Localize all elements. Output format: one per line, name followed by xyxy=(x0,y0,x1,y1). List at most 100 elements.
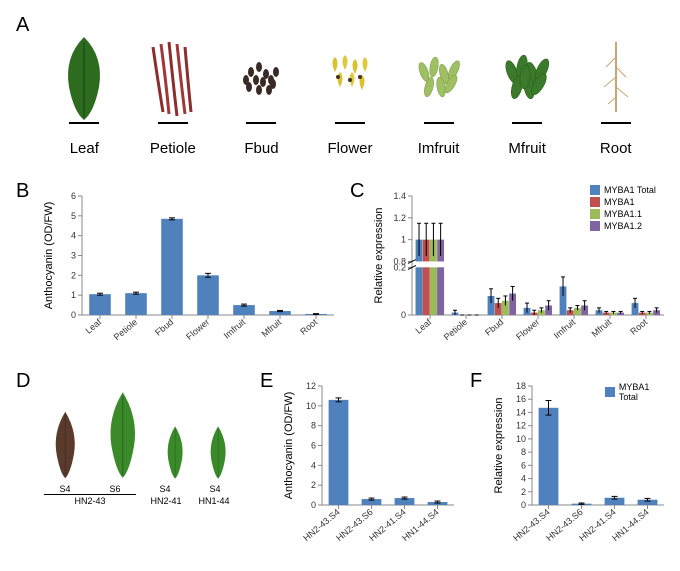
panel-b-chart: 0123456Anthocyanin (OD/FW)LeafPetioleFbu… xyxy=(40,190,340,365)
svg-text:10: 10 xyxy=(306,401,316,411)
svg-text:Anthocyanin (OD/FW): Anthocyanin (OD/FW) xyxy=(43,202,55,310)
tissue-leaf xyxy=(40,32,129,122)
tissue-label: Root xyxy=(571,140,660,157)
panel-f-chart: 024681012141618Relative expressionHN2-43… xyxy=(490,380,670,555)
svg-text:Fbud: Fbud xyxy=(483,317,505,338)
legend-swatch xyxy=(590,197,600,207)
tissue-imfruit xyxy=(394,32,483,122)
svg-text:0: 0 xyxy=(71,310,76,320)
legend-item: MYBA1 Total xyxy=(605,382,670,402)
tissue-petiole xyxy=(129,32,218,122)
svg-text:12: 12 xyxy=(516,421,526,431)
svg-text:Mfruit: Mfruit xyxy=(590,317,614,339)
svg-text:5: 5 xyxy=(71,211,76,221)
svg-text:Relative expression: Relative expression xyxy=(373,208,385,304)
leaf-icon xyxy=(98,390,148,480)
tissue-root xyxy=(571,32,660,122)
scalebar xyxy=(158,122,188,124)
svg-text:8: 8 xyxy=(311,421,316,431)
panel-d-genotype: HN1-44 xyxy=(192,496,236,506)
svg-text:6: 6 xyxy=(311,441,316,451)
legend-text: MYBA1 xyxy=(604,197,635,207)
legend-text: MYBA1 Total xyxy=(619,382,670,402)
svg-text:1: 1 xyxy=(71,290,76,300)
svg-text:Imfruit: Imfruit xyxy=(222,317,248,341)
tissue-labels-row: Leaf Petiole Fbud Flower Imfruit Mfruit … xyxy=(40,140,660,157)
legend-text: MYBA1 Total xyxy=(604,185,656,195)
tissue-label: Imfruit xyxy=(394,140,483,157)
panel-d-group-label: HN2-43 xyxy=(44,496,136,506)
panel-label-d: D xyxy=(16,370,30,393)
svg-text:4: 4 xyxy=(311,460,316,470)
legend-item: MYBA1 xyxy=(590,197,656,207)
svg-text:Flower: Flower xyxy=(184,317,211,342)
panel-d-stage-label: S6 xyxy=(109,484,120,494)
legend-item: MYBA1.1 xyxy=(590,209,656,219)
svg-text:3: 3 xyxy=(71,251,76,261)
svg-text:Mfruit: Mfruit xyxy=(260,317,284,339)
svg-text:Leaf: Leaf xyxy=(413,317,433,336)
panel-label-c: C xyxy=(350,180,364,203)
scalebar xyxy=(335,122,365,124)
svg-text:1: 1 xyxy=(401,235,406,245)
tissue-flower xyxy=(306,32,395,122)
scalebar xyxy=(246,122,276,124)
svg-text:Fbud: Fbud xyxy=(153,317,175,338)
svg-text:1.4: 1.4 xyxy=(393,191,406,201)
svg-text:Anthocyanin (OD/FW): Anthocyanin (OD/FW) xyxy=(283,392,295,500)
svg-text:0.8: 0.8 xyxy=(393,256,406,266)
svg-text:Petiole: Petiole xyxy=(112,317,140,342)
svg-text:18: 18 xyxy=(516,381,526,391)
legend-item: MYBA1 Total xyxy=(590,185,656,195)
svg-text:HN1-44.S4: HN1-44.S4 xyxy=(400,507,441,543)
panel-d-stage-label: S4 xyxy=(209,484,220,494)
scalebar xyxy=(512,122,542,124)
legend-swatch xyxy=(590,209,600,219)
svg-text:0: 0 xyxy=(521,500,526,510)
panel-label-a: A xyxy=(16,14,29,37)
svg-text:Leaf: Leaf xyxy=(83,317,103,336)
svg-text:0: 0 xyxy=(401,310,406,320)
leaf-icon xyxy=(203,425,233,480)
tissue-label: Fbud xyxy=(217,140,306,157)
panel-d-stage-label: S4 xyxy=(59,484,70,494)
legend-swatch xyxy=(590,185,600,195)
legend-text: MYBA1.2 xyxy=(604,221,642,231)
scalebar xyxy=(69,122,99,124)
legend-text: MYBA1.1 xyxy=(604,209,642,219)
legend-swatch xyxy=(605,387,615,397)
svg-text:14: 14 xyxy=(516,407,526,417)
svg-text:HN1-44.S4: HN1-44.S4 xyxy=(610,507,651,543)
svg-text:Imfruit: Imfruit xyxy=(552,317,578,341)
leaf-icon xyxy=(160,425,190,480)
svg-text:Relative expression: Relative expression xyxy=(493,398,505,494)
panel-d-stage-label: S4 xyxy=(159,484,170,494)
svg-text:1.2: 1.2 xyxy=(393,213,406,223)
tissue-label: Mfruit xyxy=(483,140,572,157)
svg-text:10: 10 xyxy=(516,434,526,444)
svg-text:8: 8 xyxy=(521,447,526,457)
tissue-label: Petiole xyxy=(129,140,218,157)
scalebar xyxy=(601,122,631,124)
figure: A B C D E F xyxy=(10,10,670,561)
svg-text:Root: Root xyxy=(628,317,649,337)
svg-text:2: 2 xyxy=(311,480,316,490)
panel-label-f: F xyxy=(470,370,482,393)
leaf-icon xyxy=(46,410,85,480)
panel-label-b: B xyxy=(16,180,29,203)
legend-item: MYBA1.2 xyxy=(590,221,656,231)
panel-e-chart: 024681012Anthocyanin (OD/FW)HN2-43.S4HN2… xyxy=(280,380,460,555)
svg-text:0: 0 xyxy=(311,500,316,510)
panel-c-legend: MYBA1 Total MYBA1 MYBA1.1 MYBA1.2 xyxy=(590,185,656,233)
tissue-fbud xyxy=(217,32,306,122)
panel-a-tissues xyxy=(40,22,660,132)
svg-text:Root: Root xyxy=(298,317,319,337)
panel-f-legend: MYBA1 Total xyxy=(605,382,670,404)
svg-text:6: 6 xyxy=(71,191,76,201)
svg-text:4: 4 xyxy=(71,231,76,241)
svg-text:12: 12 xyxy=(306,381,316,391)
svg-text:6: 6 xyxy=(521,460,526,470)
tissue-label: Leaf xyxy=(40,140,129,157)
legend-swatch xyxy=(590,221,600,231)
svg-text:16: 16 xyxy=(516,394,526,404)
